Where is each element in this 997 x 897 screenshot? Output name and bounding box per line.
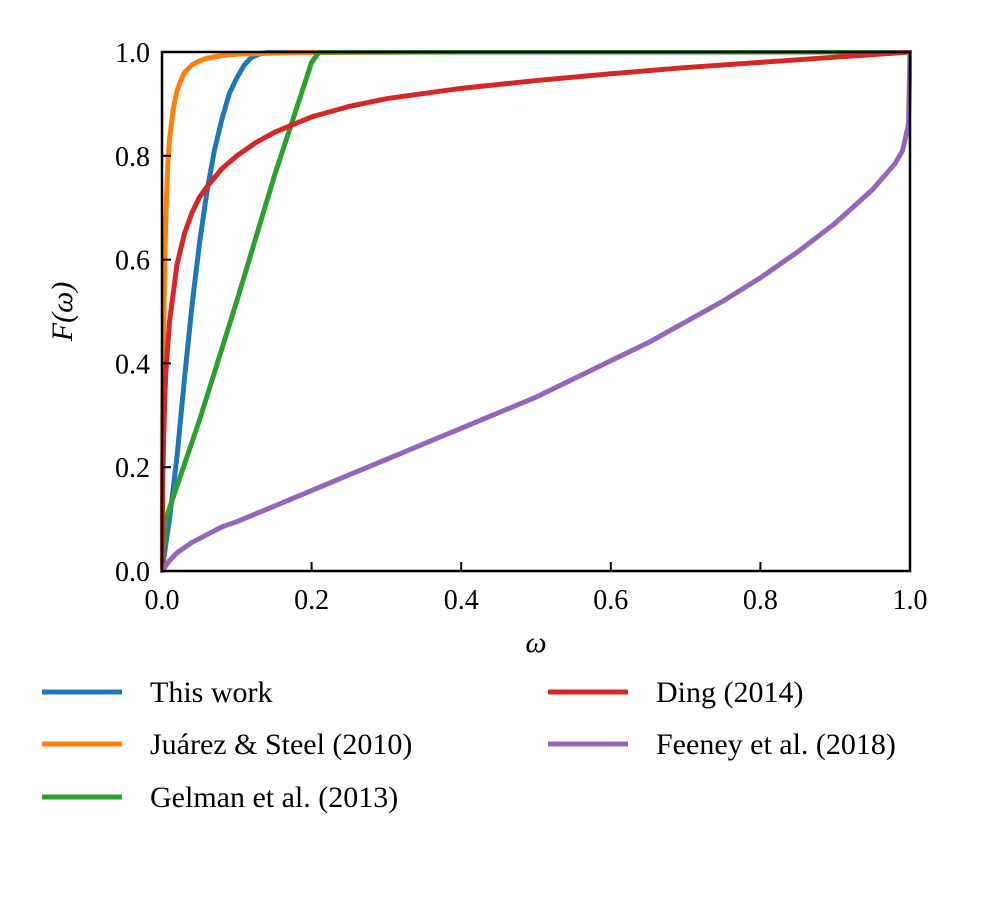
x-tick-label: 0.4	[444, 585, 479, 616]
legend-label: Gelman et al. (2013)	[150, 781, 398, 814]
x-tick-label: 0.0	[145, 585, 180, 616]
y-tick-label: 0.4	[115, 349, 150, 380]
x-axis-ticks: 0.0 0.2 0.4 0.6 0.8 1.0	[145, 562, 928, 616]
series-line-3	[160, 50, 912, 573]
x-tick-label: 0.8	[743, 585, 778, 616]
y-tick-label: 0.6	[115, 246, 150, 277]
x-tick-label: 0.6	[593, 585, 628, 616]
series-line-4	[160, 50, 912, 573]
plot-frame	[160, 50, 912, 573]
x-tick-label: 0.2	[294, 585, 329, 616]
y-tick-label: 0.0	[115, 557, 150, 588]
legend-label: Ding (2014)	[656, 676, 803, 709]
legend: This work Juárez & Steel (2010) Gelman et …	[42, 676, 896, 814]
plot-lines	[160, 50, 912, 573]
y-tick-label: 0.8	[115, 142, 150, 173]
y-axis-ticks: 0.0 0.2 0.4 0.6 0.8 1.0	[115, 38, 171, 588]
x-tick-label: 1.0	[893, 585, 928, 616]
y-tick-label: 0.2	[115, 453, 150, 484]
x-axis-label: ω	[525, 626, 546, 659]
y-tick-label: 1.0	[115, 38, 150, 69]
legend-label: This work	[150, 676, 273, 709]
legend-label: Feeney et al. (2018)	[656, 728, 896, 761]
y-axis-label: F(ω)	[46, 282, 79, 343]
legend-label: Juárez & Steel (2010)	[150, 728, 412, 761]
